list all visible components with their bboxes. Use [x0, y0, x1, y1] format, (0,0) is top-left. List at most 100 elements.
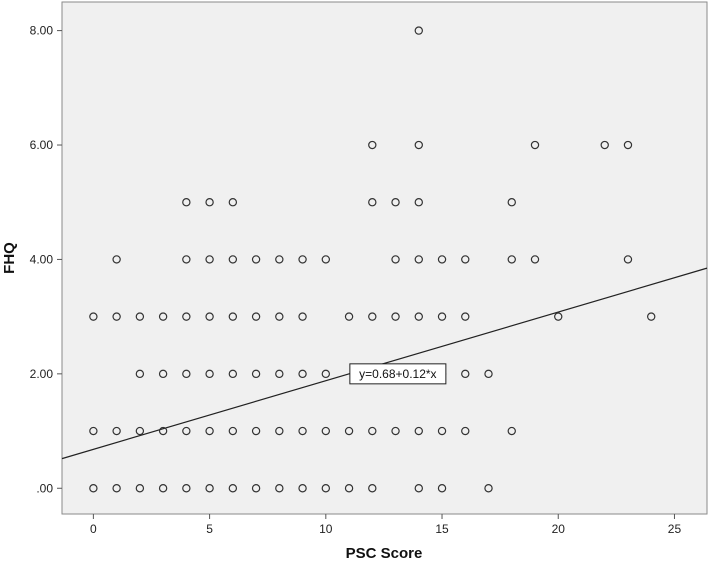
data-point [414, 255, 423, 264]
plot-area [61, 1, 708, 515]
data-point [321, 426, 331, 436]
x-tick-label: 25 [668, 522, 682, 536]
data-point [275, 312, 284, 321]
data-point [391, 255, 400, 264]
x-axis-title: PSC Score [346, 545, 423, 562]
data-point [507, 426, 516, 436]
data-point [205, 255, 214, 264]
equation-box [349, 363, 447, 385]
data-point [321, 369, 331, 379]
data-point [414, 426, 423, 436]
data-point [321, 484, 331, 493]
data-point [135, 484, 145, 493]
data-point [344, 312, 354, 321]
data-point [461, 426, 470, 436]
y-tick-label: 6.00 [30, 138, 54, 152]
x-tick-label: 15 [435, 522, 449, 536]
data-point [205, 426, 214, 436]
data-point [414, 26, 423, 35]
data-points [89, 26, 656, 493]
data-point [298, 312, 307, 321]
data-point [368, 312, 377, 321]
data-point [205, 312, 214, 321]
data-point [368, 140, 377, 150]
data-point [368, 198, 377, 207]
data-point [158, 426, 168, 436]
data-point [554, 312, 563, 321]
y-axis: .00 2.00 4.00 6.00 8.00 [30, 24, 62, 495]
data-point [530, 255, 540, 264]
data-point [275, 484, 284, 493]
data-point [158, 312, 168, 321]
data-point [135, 312, 145, 321]
data-point [437, 484, 447, 493]
data-point [135, 426, 145, 436]
data-point [391, 426, 400, 436]
data-point [112, 255, 121, 264]
equation-label: y=0.68+0.12*x [349, 363, 447, 385]
data-point [391, 198, 400, 207]
data-point [158, 484, 168, 493]
x-tick-label: 0 [90, 522, 97, 536]
data-point [228, 426, 238, 436]
data-point [251, 312, 261, 321]
data-point [437, 312, 447, 321]
data-point [182, 369, 191, 379]
data-point [182, 426, 191, 436]
data-point [461, 312, 470, 321]
data-point [414, 198, 423, 207]
data-point [228, 255, 238, 264]
x-tick-label: 10 [319, 522, 333, 536]
data-point [298, 426, 307, 436]
data-point [600, 140, 609, 150]
y-tick-label: 8.00 [30, 24, 54, 38]
data-point [89, 312, 98, 321]
y-tick-label: 4.00 [30, 252, 54, 266]
data-point [89, 484, 98, 493]
data-point [484, 484, 493, 493]
data-point [484, 369, 493, 379]
data-point [414, 140, 423, 150]
data-point [228, 484, 238, 493]
data-point [275, 255, 284, 264]
data-point [437, 255, 447, 264]
data-point [89, 426, 98, 436]
data-point [298, 255, 307, 264]
data-point [391, 312, 400, 321]
data-point [112, 312, 121, 321]
data-point [251, 484, 261, 493]
equation-text: y=0.68+0.12*x [359, 367, 436, 381]
data-point [112, 484, 121, 493]
data-point [228, 369, 238, 379]
data-point [275, 426, 284, 436]
data-point [112, 426, 121, 436]
y-tick-label: 2.00 [30, 367, 54, 381]
data-point [228, 198, 238, 207]
y-axis-title: FHQ [1, 242, 18, 274]
data-point [414, 484, 423, 493]
data-point [182, 484, 191, 493]
data-point [647, 312, 656, 321]
data-point [135, 369, 145, 379]
data-point [158, 369, 168, 379]
data-point [507, 255, 516, 264]
data-point [182, 255, 191, 264]
data-point [507, 198, 516, 207]
data-point [298, 484, 307, 493]
data-point [344, 426, 354, 436]
data-point [368, 484, 377, 493]
data-point [251, 255, 261, 264]
data-point [344, 484, 354, 493]
data-point [623, 255, 633, 264]
data-point [251, 369, 261, 379]
x-tick-label: 5 [206, 522, 213, 536]
data-point [205, 198, 214, 207]
data-point [530, 140, 540, 150]
data-point [461, 255, 470, 264]
y-tick-label: .00 [36, 481, 53, 495]
data-point [321, 255, 331, 264]
data-point [228, 312, 238, 321]
data-point [368, 426, 377, 436]
data-point [182, 312, 191, 321]
